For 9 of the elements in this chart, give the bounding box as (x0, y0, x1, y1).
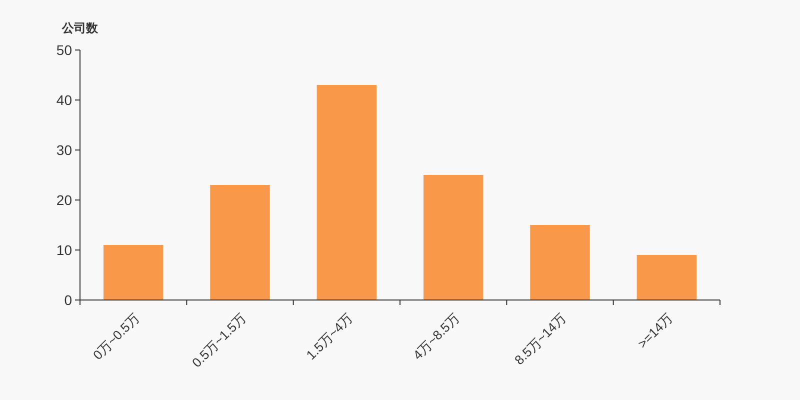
x-tick-label: 1.5万~4万 (303, 310, 356, 363)
y-tick-label: 20 (56, 192, 72, 208)
y-axis-title: 公司数 (61, 21, 99, 35)
x-tick-label: 8.5万~14万 (512, 310, 569, 368)
y-tick-label: 0 (64, 292, 72, 308)
y-tick-label: 50 (56, 42, 72, 58)
y-tick-label: 40 (56, 92, 72, 108)
y-tick-label: 10 (56, 242, 72, 258)
y-tick-label: 30 (56, 142, 72, 158)
